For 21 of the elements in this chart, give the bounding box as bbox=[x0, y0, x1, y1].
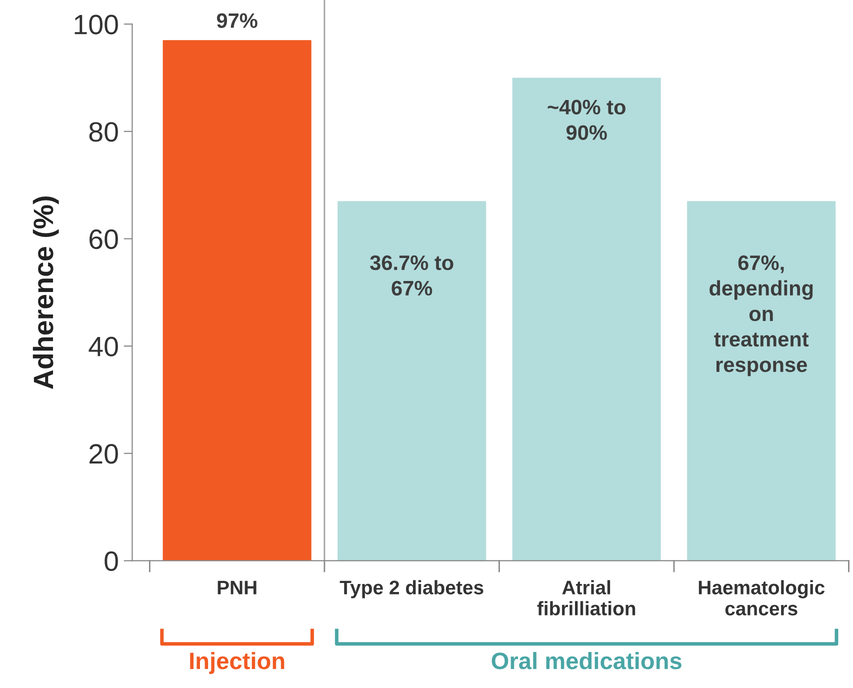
y-axis-title: Adherence (%) bbox=[32, 196, 59, 389]
x-tick-label: PNH bbox=[218, 580, 256, 594]
y-tick-label: 100 bbox=[74, 14, 118, 34]
y-tick-label: 20 bbox=[90, 444, 118, 464]
data-label: 36.7% to 67% bbox=[370, 255, 454, 296]
y-tick-label: 0 bbox=[104, 551, 118, 572]
y-tick-label: 80 bbox=[89, 122, 118, 142]
bar bbox=[687, 201, 836, 561]
x-tick-label: Type 2 diabetes bbox=[340, 580, 484, 598]
y-tick-label: 60 bbox=[90, 229, 118, 250]
text: Injection bbox=[190, 652, 284, 674]
bar bbox=[162, 40, 312, 561]
bar bbox=[512, 78, 661, 561]
bar bbox=[338, 201, 486, 561]
y-tick-label: 40 bbox=[88, 336, 118, 356]
x-tick-label: Haematologic cancers bbox=[698, 580, 825, 616]
data-label: 97% bbox=[216, 13, 258, 28]
text: Oral medications bbox=[492, 652, 682, 670]
data-label: ~40% to 90% bbox=[548, 100, 626, 140]
x-tick-label: Atrial fibrilliation bbox=[537, 580, 636, 616]
data-label: 67%, depending on treatment response bbox=[710, 255, 813, 376]
